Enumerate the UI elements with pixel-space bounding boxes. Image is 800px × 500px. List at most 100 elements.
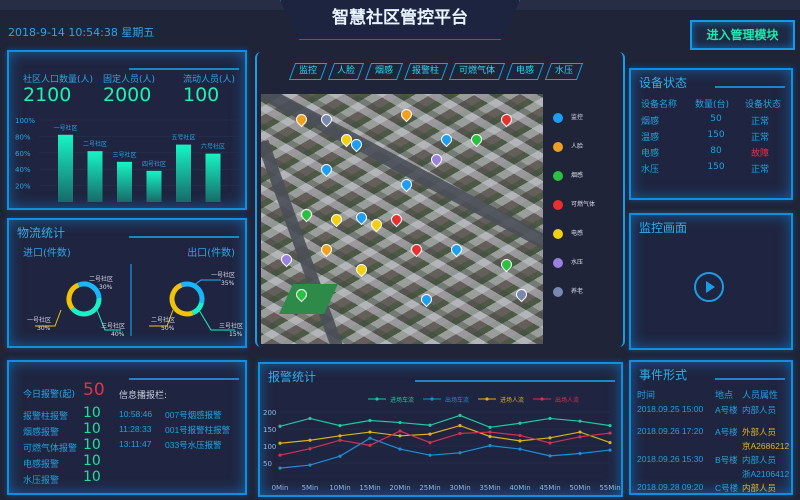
play-button[interactable]: [694, 272, 724, 302]
map-marker-icon[interactable]: [438, 131, 455, 148]
enter-management-button[interactable]: 进入管理模块: [690, 20, 795, 50]
x-tick-label: 40Min: [509, 484, 530, 492]
map-marker-icon[interactable]: [388, 211, 405, 228]
bar-label: 五号社区: [171, 134, 195, 142]
logistics-title: 物流统计: [17, 226, 66, 240]
marker-icon: [553, 257, 563, 268]
leader-line: [96, 309, 121, 331]
tab-0[interactable]: 监控: [288, 63, 328, 80]
data-point: [428, 432, 432, 436]
broadcast-time: 10:58:46: [119, 409, 153, 419]
map-marker-icon[interactable]: [448, 241, 465, 258]
map-marker-icon[interactable]: [418, 291, 435, 308]
tab-4[interactable]: 可燃气体: [448, 63, 506, 80]
x-tick-label: 30Min: [449, 484, 470, 492]
event-plate: 浙A2106412: [742, 469, 790, 479]
floating-population-label: 流动人员(人): [183, 75, 236, 85]
data-point: [518, 447, 522, 451]
tab-6[interactable]: 水压: [544, 63, 584, 80]
data-point: [488, 430, 492, 434]
map-marker-icon[interactable]: [513, 286, 530, 303]
map-marker-icon[interactable]: [498, 256, 515, 273]
map-marker-icon[interactable]: [398, 106, 415, 123]
total-population-value: 2100: [23, 84, 72, 106]
panel-decoration: [129, 68, 239, 71]
y-tick-label: 20%: [15, 183, 31, 191]
data-point: [548, 416, 552, 421]
map-marker-icon[interactable]: [468, 131, 485, 148]
y-tick-label: 40%: [15, 166, 31, 174]
tab-3[interactable]: 报警柱: [403, 63, 449, 80]
data-point: [518, 433, 522, 438]
broadcast-text: 033号水压报警: [165, 440, 222, 450]
map-marker-icon[interactable]: [428, 151, 445, 168]
y-tick-label: 80%: [15, 133, 31, 141]
slice-percent: 40%: [111, 331, 125, 338]
data-point: [578, 451, 582, 456]
tab-1[interactable]: 人脸: [327, 63, 365, 80]
map-marker-icon[interactable]: [318, 161, 335, 178]
tab-5[interactable]: 电感: [505, 63, 545, 80]
data-point: [428, 453, 432, 457]
alarm-type-count: 10: [83, 421, 101, 437]
datetime: 2018-9-14 10:54:38 星期五: [8, 26, 155, 39]
event-time: 2018.09.25 15:00: [637, 404, 704, 414]
alarm-line-chart: 50 100 150 200 0Min 5Min 10Min 15Min 20Min 25Min 3…: [263, 396, 621, 492]
device-count: 150: [707, 162, 725, 172]
series-line: [279, 414, 611, 428]
map-marker-icon[interactable]: [408, 241, 425, 258]
map-marker-icon[interactable]: [498, 111, 515, 128]
data-point: [338, 454, 342, 458]
map-marker-icon[interactable]: [298, 206, 315, 223]
marker-icon: [553, 112, 563, 123]
map-marker-icon[interactable]: [328, 211, 345, 228]
event-place: A号楼: [715, 405, 738, 415]
col-header-name: 设备名称: [641, 100, 678, 110]
data-point: [608, 424, 612, 428]
marker-icon: [553, 141, 563, 152]
bar: [58, 134, 73, 202]
device-name: 温感: [641, 133, 660, 143]
donut-slice: [180, 281, 205, 304]
y-tick-label: 150: [263, 426, 276, 434]
series-line: [279, 430, 611, 456]
population-panel: 社区人口数量(人) 2100 固定人员(人) 2000 流动人员(人) 100 …: [7, 50, 247, 210]
slice-percent: 30%: [99, 284, 113, 291]
device-status: 正常: [751, 165, 770, 175]
device-status: 故障: [751, 149, 770, 159]
y-tick-label: 100: [263, 443, 276, 451]
map-marker-icon[interactable]: [318, 241, 335, 258]
map-marker-icon[interactable]: [278, 251, 295, 268]
data-point: [278, 424, 282, 428]
today-alarm-label: 今日报警(起): [23, 390, 76, 400]
broadcast-time: 13:11:47: [119, 439, 152, 449]
alarm-type-count: 10: [83, 469, 101, 485]
leader-line: [149, 309, 174, 327]
panel-decoration: [715, 378, 785, 381]
fixed-population-value: 2000: [103, 84, 152, 106]
legend-item: 可燃气体: [553, 199, 595, 210]
map-marker-icon[interactable]: [368, 216, 385, 233]
tab-2[interactable]: 烟感: [364, 63, 404, 80]
data-point: [278, 466, 282, 470]
broadcast-text: 007号烟感报警: [165, 410, 222, 420]
map-marker-icon[interactable]: [353, 209, 370, 226]
y-tick-label: 60%: [15, 150, 31, 158]
data-point: [368, 436, 372, 440]
map-marker-icon[interactable]: [353, 261, 370, 278]
event-place: C号楼: [715, 483, 739, 493]
legend-dot: [540, 397, 544, 401]
leader-line: [192, 279, 221, 287]
data-point: [278, 441, 282, 445]
events-title: 事件形式: [639, 368, 688, 382]
legend-label: 进场人流: [500, 396, 524, 404]
community-map[interactable]: [261, 94, 543, 344]
events-panel: 事件形式 时间 地点 人员属性 2018.09.25 15:00 A号楼 内部人员 2…: [629, 360, 793, 495]
col-header-status: 设备状态: [745, 100, 782, 110]
device-status-panel: 设备状态 设备名称 数量(台) 设备状态 烟感 50 正常 温感 150 正常 电感 80 故障…: [629, 68, 793, 200]
legend-label: 可燃气体: [571, 201, 596, 208]
leader-line: [198, 309, 235, 331]
legend-label: 进场车流: [390, 396, 414, 404]
